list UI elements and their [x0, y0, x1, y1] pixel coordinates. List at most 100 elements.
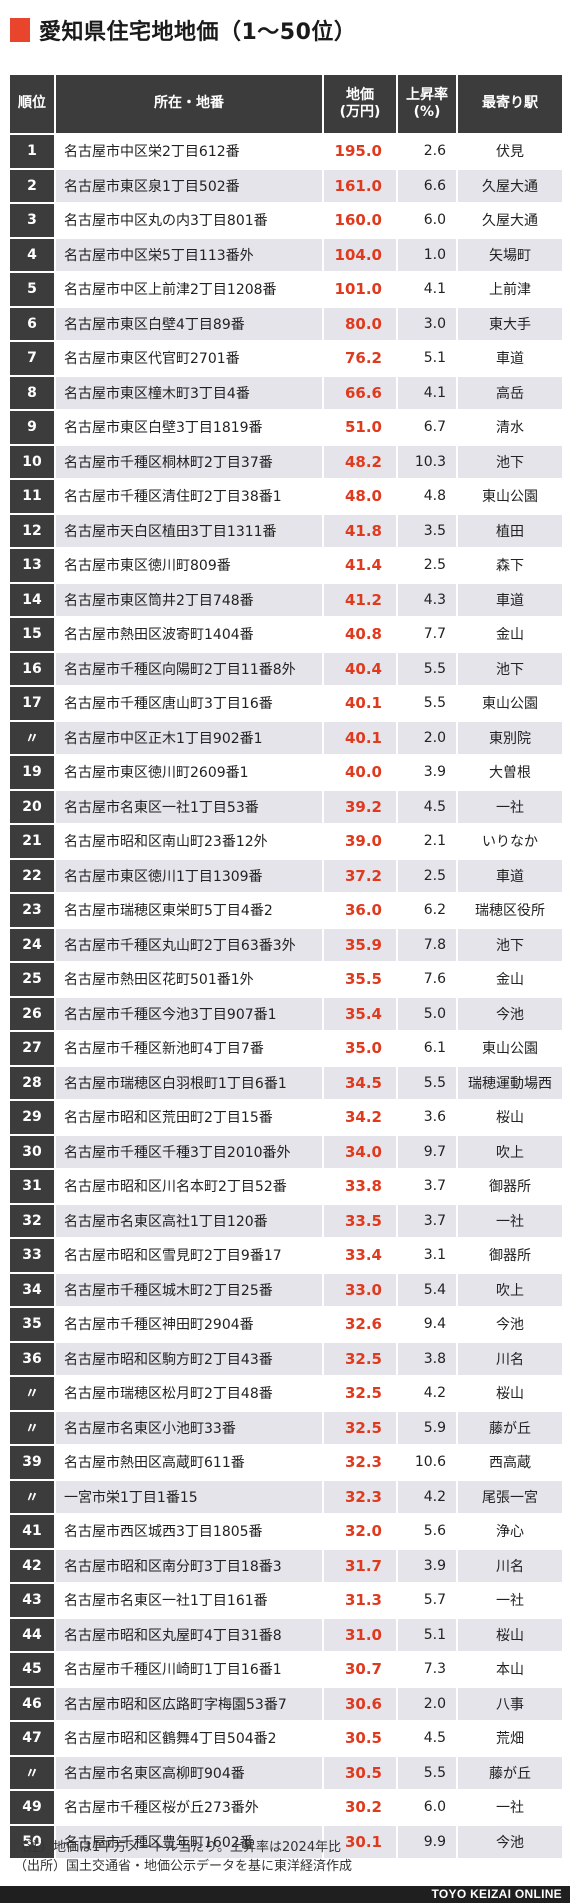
station-cell: 本山 — [458, 1653, 562, 1686]
rate-cell: 5.7 — [398, 1584, 456, 1617]
table-row: 1 名古屋市中区栄2丁目612番 195.0 2.6 伏見 — [10, 135, 562, 168]
table-row: 8 名古屋市東区橦木町3丁目4番 66.6 4.1 高岳 — [10, 376, 562, 409]
rank-cell: 4 — [10, 238, 54, 271]
address-cell: 名古屋市千種区唐山町3丁目16番 — [56, 687, 322, 720]
price-cell: 33.0 — [324, 1273, 396, 1306]
footnotes: （注）地価は1平方メートル当たり。上昇率は2024年比 （出所）国土交通省・地価… — [14, 1838, 352, 1876]
station-cell: 上前津 — [458, 273, 562, 306]
rate-cell: 6.0 — [398, 204, 456, 237]
address-cell: 名古屋市東区筒井2丁目748番 — [56, 583, 322, 616]
address-cell: 名古屋市昭和区川名本町2丁目52番 — [56, 1170, 322, 1203]
table-row: 22 名古屋市東区徳川1丁目1309番 37.2 2.5 車道 — [10, 859, 562, 892]
station-cell: 車道 — [458, 859, 562, 892]
station-cell: 桜山 — [458, 1377, 562, 1410]
rate-cell: 5.5 — [398, 652, 456, 685]
price-cell: 40.0 — [324, 756, 396, 789]
address-cell: 名古屋市昭和区駒方町2丁目43番 — [56, 1342, 322, 1375]
station-cell: 池下 — [458, 652, 562, 685]
rate-cell: 3.9 — [398, 756, 456, 789]
rate-cell: 4.5 — [398, 1722, 456, 1755]
table-row: 36 名古屋市昭和区駒方町2丁目43番 32.5 3.8 川名 — [10, 1342, 562, 1375]
station-cell: 瑞穂運動場西 — [458, 1066, 562, 1099]
address-cell: 名古屋市中区正木1丁目902番1 — [56, 721, 322, 754]
price-cell: 66.6 — [324, 376, 396, 409]
table-row: 44 名古屋市昭和区丸屋町4丁目31番8 31.0 5.1 桜山 — [10, 1618, 562, 1651]
address-cell: 名古屋市千種区城木町2丁目25番 — [56, 1273, 322, 1306]
address-cell: 名古屋市昭和区南山町23番12外 — [56, 825, 322, 858]
price-cell: 51.0 — [324, 411, 396, 444]
rank-cell: 16 — [10, 652, 54, 685]
address-cell: 名古屋市中区栄2丁目612番 — [56, 135, 322, 168]
rank-cell: 47 — [10, 1722, 54, 1755]
price-cell: 36.0 — [324, 894, 396, 927]
price-cell: 31.3 — [324, 1584, 396, 1617]
rank-cell: 43 — [10, 1584, 54, 1617]
rank-cell: 30 — [10, 1135, 54, 1168]
station-cell: 尾張一宮 — [458, 1480, 562, 1513]
rate-cell: 4.2 — [398, 1480, 456, 1513]
rank-cell: 9 — [10, 411, 54, 444]
address-cell: 名古屋市昭和区鶴舞4丁目504番2 — [56, 1722, 322, 1755]
table-row: 43 名古屋市名東区一社1丁目161番 31.3 5.7 一社 — [10, 1584, 562, 1617]
station-cell: 池下 — [458, 928, 562, 961]
address-cell: 名古屋市中区上前津2丁目1208番 — [56, 273, 322, 306]
table-row: 49 名古屋市千種区桜が丘273番外 30.2 6.0 一社 — [10, 1791, 562, 1824]
rank-cell: 32 — [10, 1204, 54, 1237]
price-cell: 80.0 — [324, 307, 396, 340]
station-cell: 御器所 — [458, 1170, 562, 1203]
rank-cell: 25 — [10, 963, 54, 996]
rank-cell: 23 — [10, 894, 54, 927]
rank-cell: 28 — [10, 1066, 54, 1099]
rank-cell: 42 — [10, 1549, 54, 1582]
station-cell: 東別院 — [458, 721, 562, 754]
rank-cell: 15 — [10, 618, 54, 651]
table-row: 〃名古屋市名東区高柳町904番 30.5 5.5 藤が丘 — [10, 1756, 562, 1789]
table-row: 9 名古屋市東区白壁3丁目1819番 51.0 6.7 清水 — [10, 411, 562, 444]
table-row: 5 名古屋市中区上前津2丁目1208番 101.0 4.1 上前津 — [10, 273, 562, 306]
station-cell: 東大手 — [458, 307, 562, 340]
station-cell: 川名 — [458, 1342, 562, 1375]
table-row: 46 名古屋市昭和区広路町字梅園53番7 30.6 2.0 八事 — [10, 1687, 562, 1720]
rank-cell: 〃 — [10, 1480, 54, 1513]
station-cell: 東山公園 — [458, 480, 562, 513]
table-row: 14 名古屋市東区筒井2丁目748番 41.2 4.3 車道 — [10, 583, 562, 616]
rank-cell: 19 — [10, 756, 54, 789]
price-cell: 41.8 — [324, 514, 396, 547]
address-cell: 名古屋市東区徳川町809番 — [56, 549, 322, 582]
price-cell: 40.4 — [324, 652, 396, 685]
station-cell: 藤が丘 — [458, 1756, 562, 1789]
rate-cell: 5.5 — [398, 1066, 456, 1099]
header-station: 最寄り駅 — [458, 75, 562, 133]
address-cell: 名古屋市東区徳川町2609番1 — [56, 756, 322, 789]
address-cell: 名古屋市西区城西3丁目1805番 — [56, 1515, 322, 1548]
price-cell: 32.0 — [324, 1515, 396, 1548]
price-cell: 33.8 — [324, 1170, 396, 1203]
rate-cell: 5.4 — [398, 1273, 456, 1306]
price-cell: 34.5 — [324, 1066, 396, 1099]
table-row: 27 名古屋市千種区新池町4丁目7番 35.0 6.1 東山公園 — [10, 1032, 562, 1065]
address-cell: 名古屋市千種区川崎町1丁目16番1 — [56, 1653, 322, 1686]
table-row: 4 名古屋市中区栄5丁目113番外 104.0 1.0 矢場町 — [10, 238, 562, 271]
station-cell: いりなか — [458, 825, 562, 858]
price-cell: 48.2 — [324, 445, 396, 478]
rank-cell: 〃 — [10, 721, 54, 754]
price-cell: 33.4 — [324, 1239, 396, 1272]
address-cell: 名古屋市昭和区雪見町2丁目9番17 — [56, 1239, 322, 1272]
table-row: 39 名古屋市熱田区高蔵町611番 32.3 10.6 西高蔵 — [10, 1446, 562, 1479]
rate-cell: 2.5 — [398, 549, 456, 582]
price-cell: 30.1 — [324, 1825, 396, 1858]
price-cell: 37.2 — [324, 859, 396, 892]
table-row: 〃名古屋市中区正木1丁目902番1 40.1 2.0 東別院 — [10, 721, 562, 754]
rate-cell: 3.5 — [398, 514, 456, 547]
price-cell: 161.0 — [324, 169, 396, 202]
rate-cell: 4.3 — [398, 583, 456, 616]
price-cell: 32.6 — [324, 1308, 396, 1341]
station-cell: 車道 — [458, 583, 562, 616]
rank-cell: 41 — [10, 1515, 54, 1548]
address-cell: 名古屋市千種区桜が丘273番外 — [56, 1791, 322, 1824]
table-row: 45 名古屋市千種区川崎町1丁目16番1 30.7 7.3 本山 — [10, 1653, 562, 1686]
rank-cell: 2 — [10, 169, 54, 202]
table-row: 15 名古屋市熱田区波寄町1404番 40.8 7.7 金山 — [10, 618, 562, 651]
table-row: 25 名古屋市熱田区花町501番1外 35.5 7.6 金山 — [10, 963, 562, 996]
address-cell: 名古屋市名東区高柳町904番 — [56, 1756, 322, 1789]
